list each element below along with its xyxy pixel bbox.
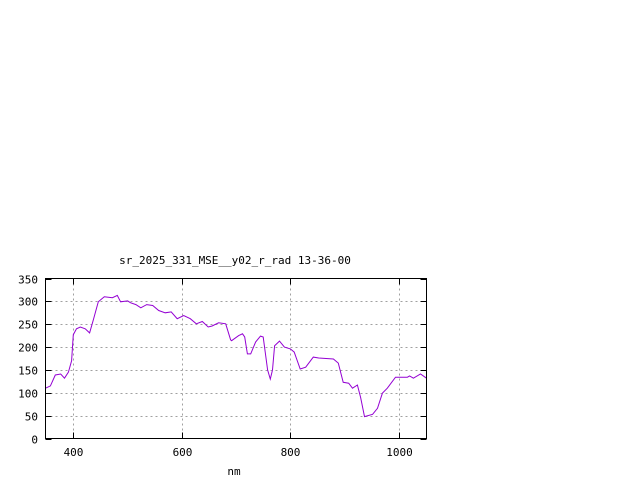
chart-title: sr_2025_331_MSE__y02_r_rad 13-36-00 [119,254,351,267]
x-tick-label: 600 [173,446,193,459]
y-tick-label: 0 [31,434,38,447]
y-tick-label: 300 [18,296,38,309]
ticks: 0 50 100 150 200 250 300 350 400 600 800 1000 [18,274,427,459]
y-tick-label: 200 [18,342,38,355]
x-tick-label: 400 [64,446,84,459]
x-axis-label: nm [227,465,241,478]
y-tick-label: 150 [18,365,38,378]
y-tick-label: 350 [18,274,38,287]
grid [45,278,427,439]
y-tick-label: 50 [25,411,38,424]
x-tick-label: 800 [281,446,301,459]
x-tick-label: 1000 [386,446,413,459]
y-tick-label: 250 [18,319,38,332]
series-line [45,294,427,418]
y-tick-label: 100 [18,388,38,401]
plot-frame [45,278,427,439]
